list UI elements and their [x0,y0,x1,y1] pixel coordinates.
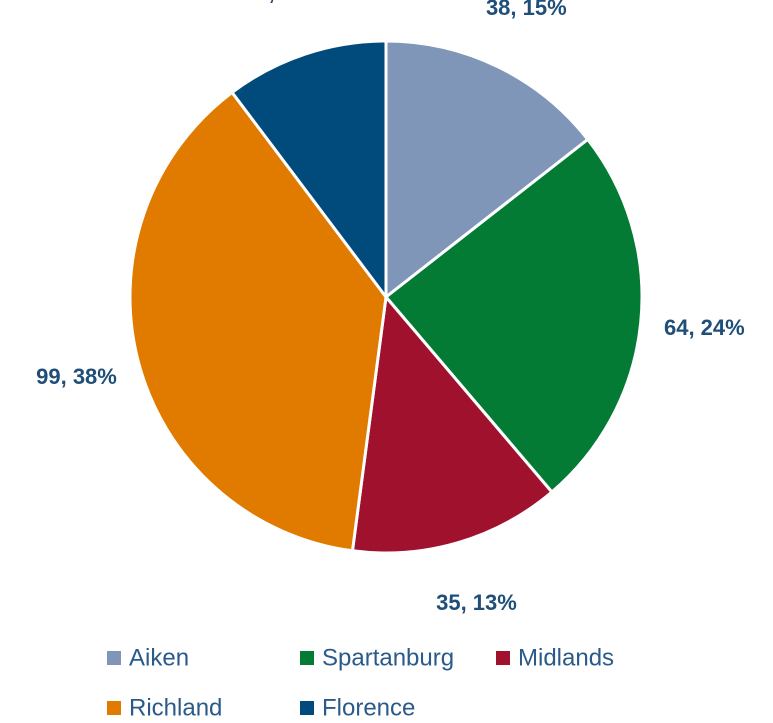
legend-swatch [300,651,314,665]
pie-slice [383,137,644,495]
legend-label: Midlands [518,644,614,671]
data-label: 99, 38% [36,364,117,389]
pie-slice [384,39,590,301]
pie-slice [350,293,554,555]
legend-swatch [107,701,121,715]
pie-slice [229,39,388,302]
legend-label: Aiken [129,644,189,671]
data-label: 38, 15% [486,0,567,20]
legend-label: Florence [322,694,415,721]
legend-swatch [107,651,121,665]
legend-label: Spartanburg [322,644,454,671]
pie-slice [128,90,388,553]
legend-swatch [300,701,314,715]
data-label: 35, 13% [436,590,517,615]
legend-label: Richland [129,694,222,721]
data-label: 27, 10% [244,0,325,4]
legend-swatch [496,651,510,665]
data-label: 64, 24% [664,315,745,340]
